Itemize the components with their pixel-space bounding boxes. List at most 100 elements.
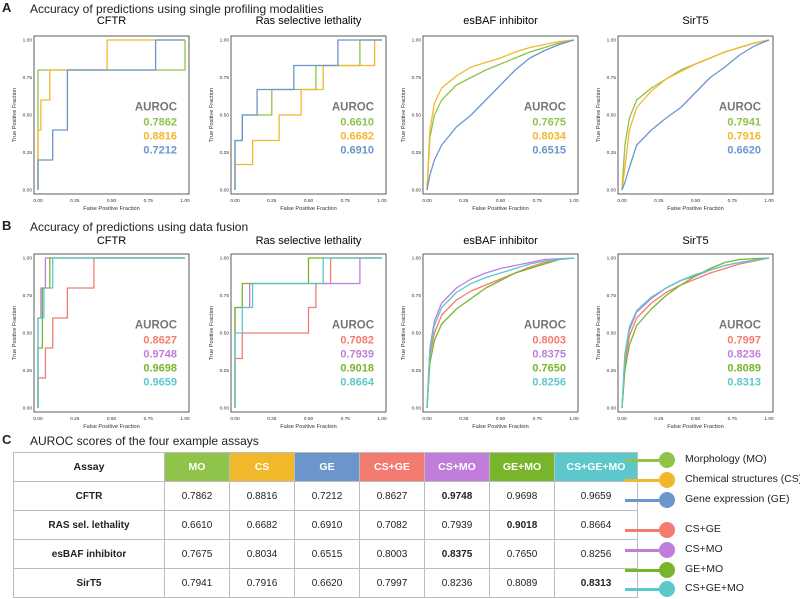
plot-frame [230,253,387,413]
y-tick-label: 0.00 [607,188,617,194]
y-tick-label: 1.00 [23,256,33,262]
y-axis-label: True Positive Fraction [209,306,215,360]
auroc-value: 0.8816 [143,131,177,143]
table-cell-value: 0.7997 [359,568,425,598]
y-tick-label: 0.00 [412,188,422,194]
auroc-value: 0.8664 [340,377,375,389]
auroc-value: 0.9698 [143,363,177,375]
legend-label: Chemical structures (CS) [685,473,800,485]
table-cell-value: 0.8034 [229,539,295,569]
x-tick-label: 1.00 [180,416,190,422]
x-tick-label: 0.25 [70,198,80,204]
x-tick-label: 0.25 [459,416,469,422]
x-axis-label: False Positive Fraction [280,206,337,212]
x-tick-label: 0.75 [533,416,543,422]
x-tick-label: 0.25 [267,416,277,422]
y-tick-label: 0.00 [607,406,617,412]
x-tick-label: 1.00 [377,416,387,422]
x-axis-label: False Positive Fraction [83,206,140,212]
x-tick-label: 1.00 [764,416,774,422]
auroc-value: 0.7650 [532,363,566,375]
table-header-row: Assay MO CS GE CS+GE CS+MO GE+MO CS+GE+M… [13,452,638,482]
col-ge: GE [294,452,360,482]
roc-line-ge-mo [621,257,770,409]
auroc-label: AUROC [524,102,566,114]
x-tick-label: 1.00 [569,416,579,422]
x-tick-label: 0.50 [304,416,314,422]
auroc-value: 0.8627 [143,335,177,347]
table-cell-value: 0.9748 [424,481,490,511]
x-tick-label: 0.25 [654,416,664,422]
x-tick-label: 0.00 [617,198,627,204]
y-tick-label: 0.00 [412,406,422,412]
table-row: SirT5 0.7941 0.7916 0.6620 0.7997 0.8236 0.808… [13,568,638,598]
x-tick-label: 0.00 [422,416,432,422]
y-tick-label: 0.50 [23,331,33,337]
table-cell-value: 0.8236 [424,568,490,598]
auroc-label: AUROC [332,320,374,332]
roc-line-ge-mo [426,257,575,409]
y-tick-label: 0.50 [220,331,230,337]
panel-letter-a: A [2,0,12,15]
x-tick-label: 0.50 [691,416,701,422]
table-cell-value: 0.7862 [164,481,230,511]
chart-title: CFTR [97,235,126,247]
table-cell-value: 0.9698 [489,481,555,511]
table-cell-value: 0.8089 [489,568,555,598]
y-tick-label: 0.75 [220,75,230,81]
auroc-value: 0.8003 [532,335,566,347]
plot-frame [230,35,387,195]
auroc-value: 0.6610 [340,117,374,129]
x-tick-label: 0.50 [304,198,314,204]
y-axis-label: True Positive Fraction [401,306,407,360]
auroc-value: 0.8236 [727,349,761,361]
x-tick-label: 0.25 [654,198,664,204]
chart-title: SirT5 [682,235,708,247]
x-tick-label: 0.75 [341,198,351,204]
roc-line-ge [234,39,382,190]
y-tick-label: 0.00 [23,188,33,194]
col-cs-ge: CS+GE [359,452,425,482]
x-tick-label: 0.75 [144,416,154,422]
y-tick-label: 0.00 [23,406,33,412]
x-tick-label: 1.00 [180,198,190,204]
table-cell-value: 0.7650 [489,539,555,569]
auroc-value: 0.7675 [532,117,566,129]
roc-line-mo [621,39,770,191]
roc-line-cs [37,39,185,190]
auroc-value: 0.7941 [727,117,761,129]
table-cell-assay: CFTR [13,481,165,511]
table-cell-assay: RAS sel. lethality [13,510,165,540]
roc-charts: CFTR 0.00 0.25 0.50 0.75 1.00 0.00 0.25 0.50 0.75… [12,15,774,430]
col-cs-mo: CS+MO [424,452,490,482]
col-cs: CS [229,452,295,482]
x-tick-label: 0.75 [533,198,543,204]
table-cell-value: 0.8816 [229,481,295,511]
auroc-value: 0.6620 [727,145,761,157]
table-cell-value: 0.6910 [294,510,360,540]
auroc-value: 0.9659 [143,377,177,389]
panel-letter-b: B [2,218,12,233]
y-tick-label: 0.75 [412,75,422,81]
roc-line-cs-ge-mo [37,257,185,408]
roc-line-cs-ge [426,257,575,409]
y-tick-label: 1.00 [220,38,230,44]
table-cell-value: 0.7675 [164,539,230,569]
y-axis-label: True Positive Fraction [12,306,18,360]
table-row: RAS sel. lethality 0.6610 0.6682 0.6910 0.70… [13,510,638,540]
table-cell-value: 0.7916 [229,568,295,598]
x-tick-label: 0.00 [33,416,43,422]
y-tick-label: 1.00 [220,256,230,262]
y-axis-label: True Positive Fraction [596,88,602,142]
table-cell-value: 0.6620 [294,568,360,598]
x-tick-label: 0.00 [422,198,432,204]
x-tick-label: 0.00 [33,198,43,204]
plot-frame [617,253,774,413]
auroc-value: 0.7997 [727,335,761,347]
y-tick-label: 0.25 [607,368,617,374]
roc-line-ge [426,39,575,191]
y-tick-label: 0.75 [607,75,617,81]
x-tick-label: 0.75 [341,416,351,422]
roc-line-cs [621,39,770,191]
table-cell-value: 0.7212 [294,481,360,511]
